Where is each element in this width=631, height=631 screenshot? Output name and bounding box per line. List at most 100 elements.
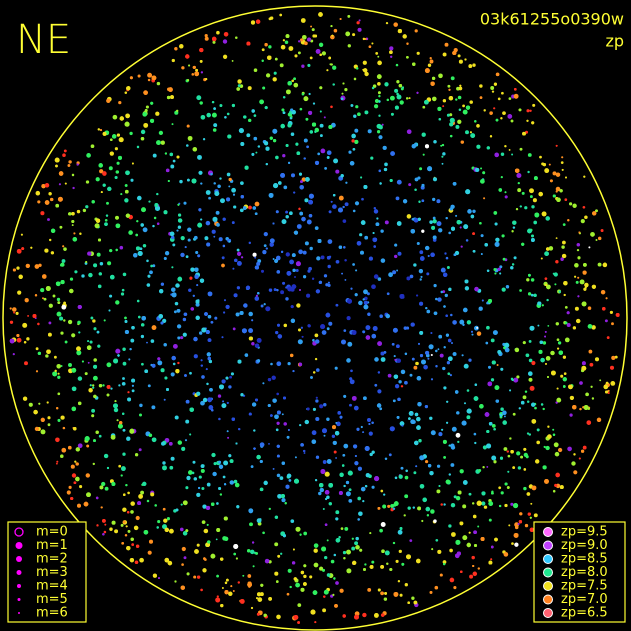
- star: [152, 153, 157, 158]
- star: [348, 488, 352, 492]
- star: [282, 281, 286, 285]
- star: [140, 129, 146, 135]
- star: [186, 572, 190, 576]
- star: [419, 301, 424, 306]
- star: [400, 369, 406, 375]
- star: [87, 361, 90, 364]
- star: [247, 549, 251, 553]
- star: [500, 491, 504, 495]
- star: [200, 71, 203, 74]
- star: [48, 332, 52, 337]
- star: [407, 601, 411, 604]
- star: [326, 539, 329, 542]
- star: [362, 330, 366, 334]
- star: [55, 437, 60, 443]
- star: [475, 167, 480, 172]
- star: [224, 590, 229, 595]
- star: [549, 179, 553, 183]
- star: [90, 316, 94, 320]
- star: [167, 87, 171, 92]
- star: [301, 177, 306, 182]
- star: [20, 233, 23, 236]
- star: [68, 160, 72, 164]
- star: [176, 308, 181, 313]
- star: [429, 220, 433, 224]
- star: [254, 296, 260, 301]
- star: [192, 294, 195, 297]
- star: [512, 220, 517, 225]
- star: [303, 157, 306, 160]
- star: [450, 502, 456, 508]
- star: [213, 107, 216, 110]
- star: [226, 430, 229, 433]
- star: [548, 163, 551, 166]
- star: [142, 227, 148, 233]
- star: [381, 123, 384, 126]
- star: [256, 518, 262, 524]
- star: [417, 217, 421, 221]
- star: [545, 362, 547, 365]
- star: [319, 566, 323, 571]
- star: [289, 585, 292, 589]
- star: [66, 490, 71, 495]
- star: [164, 527, 169, 533]
- legend-label: zp=8.0: [561, 565, 608, 580]
- star: [136, 299, 140, 303]
- star: [187, 238, 191, 242]
- star: [328, 124, 333, 130]
- star: [62, 153, 66, 157]
- star: [133, 253, 138, 258]
- star: [511, 378, 514, 382]
- star: [466, 320, 472, 325]
- star: [343, 246, 346, 249]
- star: [254, 265, 259, 270]
- star: [472, 232, 476, 236]
- star: [490, 338, 495, 343]
- star: [272, 398, 277, 403]
- star: [353, 77, 357, 81]
- star: [212, 471, 217, 477]
- star: [220, 198, 225, 204]
- star: [210, 172, 213, 176]
- star: [529, 516, 532, 519]
- star: [225, 304, 230, 309]
- star: [231, 59, 234, 62]
- star: [232, 193, 236, 196]
- star: [307, 37, 312, 42]
- star: [474, 383, 478, 387]
- star: [98, 272, 102, 276]
- star: [452, 50, 457, 56]
- star: [279, 476, 284, 480]
- star: [124, 198, 129, 203]
- star: [506, 486, 510, 489]
- star: [125, 483, 128, 487]
- star: [438, 117, 442, 121]
- star: [416, 416, 421, 422]
- star: [528, 292, 532, 296]
- star: [103, 530, 107, 534]
- star: [234, 258, 238, 263]
- star: [226, 578, 229, 582]
- star: [335, 169, 340, 174]
- star: [419, 250, 424, 255]
- star: [93, 263, 98, 268]
- star: [311, 277, 315, 280]
- star: [495, 399, 499, 403]
- star: [192, 460, 196, 464]
- legend-marker: [543, 608, 553, 618]
- star: [402, 34, 407, 39]
- star: [176, 155, 180, 159]
- star: [267, 403, 271, 408]
- star: [102, 171, 107, 176]
- star: [280, 123, 285, 129]
- star: [236, 505, 240, 509]
- star: [604, 319, 608, 323]
- star: [531, 485, 537, 491]
- star: [274, 571, 279, 576]
- star: [242, 206, 247, 210]
- star: [122, 507, 127, 512]
- star: [421, 199, 425, 203]
- star: [342, 82, 345, 85]
- star: [377, 60, 382, 66]
- star: [150, 118, 155, 123]
